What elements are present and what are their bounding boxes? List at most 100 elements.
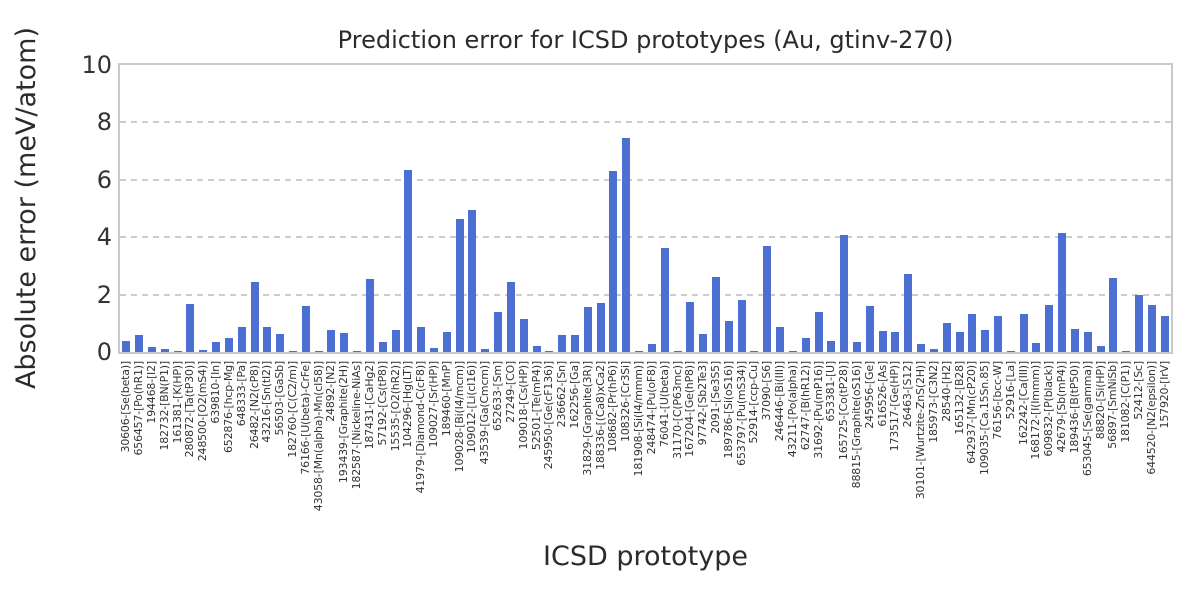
xtick-label: 26482-[N2(cP8)] — [247, 361, 261, 450]
xtick-label: 62747-[B(hR12)] — [798, 361, 812, 451]
bar — [237, 327, 246, 352]
xtick-label: 52916-[La] — [1003, 361, 1017, 420]
bar — [609, 171, 618, 352]
ytick-label: 4 — [96, 223, 112, 252]
xtick-label: 194468-[I2] — [145, 361, 159, 424]
xtick-label: 157920-[IrV] — [1157, 361, 1171, 429]
xtick-label: 189436-[B(tP50)] — [1067, 361, 1081, 454]
bar — [1134, 295, 1143, 352]
xtick-label: 616526-[As] — [875, 361, 889, 427]
xtick-label: 52501-[Te(mP4)] — [529, 361, 543, 451]
xtick-label: 109028-[Bi(I4/mcm)] — [452, 361, 466, 473]
x-axis: 30606-[Se(beta)] 656457-[Po(hR1)] 194468-[… — [119, 361, 1171, 533]
bar — [1032, 342, 1041, 352]
xtick-label: 108682-[Pr(hP6)] — [606, 361, 620, 453]
xtick-label: 639810-[In] — [209, 361, 223, 424]
xtick-label: 76156-[bcc-W] — [990, 361, 1004, 440]
xtick-label: 182587-[Nickeline-NiAs] — [350, 361, 364, 490]
bar — [481, 349, 490, 352]
bar — [378, 341, 387, 352]
bar — [314, 350, 323, 352]
xtick-label: 609832-[P(black)] — [1042, 361, 1056, 457]
xtick-label: 88815-[Graphite(oS16)] — [849, 361, 863, 489]
bar — [1109, 277, 1118, 352]
bar — [622, 138, 631, 352]
xtick-label: 26463-[S12] — [901, 361, 915, 428]
bar — [199, 349, 208, 352]
xtick-label: 2091-[Se3S5] — [708, 361, 722, 434]
bar — [289, 351, 298, 352]
chart-title: Prediction error for ICSD prototypes (Au… — [337, 26, 954, 54]
xtick-label: 280872-[Ta(tP30)] — [183, 361, 197, 458]
xtick-label: 653797-[Pu(mS34)] — [734, 361, 748, 466]
xtick-label: 245956-[Ge] — [862, 361, 876, 429]
xtick-label: 181908-[Si(I4/mmm)] — [632, 361, 646, 477]
bar — [442, 331, 451, 352]
bar — [711, 276, 720, 352]
xtick-label: 188336-[(Ca8)xCa2] — [593, 361, 607, 470]
xtick-label: 30606-[Se(beta)] — [119, 361, 133, 453]
xtick-label: 31692-[Pu(mP16)] — [811, 361, 825, 459]
bar — [468, 209, 477, 352]
plot-area — [120, 65, 1171, 352]
bar — [506, 281, 515, 352]
xtick-label: 162256-[Ga] — [568, 361, 581, 429]
bar — [340, 332, 349, 352]
xtick-label: 162242-[Ca(III)] — [1016, 361, 1030, 446]
y-axis-label-wrap: Absolute error (meV/atom) — [6, 27, 46, 389]
bar — [391, 329, 400, 352]
xtick-label: 31829-[Graphite(3R)] — [580, 361, 594, 476]
ytick-label: 10 — [81, 51, 112, 79]
xtick-label: 43058-[Mn(alpha)-Mn(cI58)] — [311, 361, 325, 512]
bar — [917, 343, 926, 352]
xtick-label: 189786-[Si(oS16)] — [721, 361, 735, 459]
bar — [301, 305, 310, 352]
gridline — [120, 293, 1171, 296]
xtick-label: 236662-[Sn] — [555, 361, 569, 428]
xtick-label: 56897-[SmNiSb] — [1106, 361, 1120, 449]
bar — [1096, 346, 1105, 352]
bar — [558, 334, 567, 352]
bar — [1070, 329, 1079, 352]
bar — [968, 313, 977, 352]
xtick-label: 248500-[O2(mS4)] — [196, 361, 210, 462]
bar — [827, 340, 836, 352]
xtick-label: 37090-[S6] — [760, 361, 774, 421]
xtick-label: 56503-[GaSb] — [273, 361, 287, 436]
xtick-label: 653045-[Se(gamma)] — [1080, 361, 1094, 477]
bar — [494, 311, 503, 352]
xtick-label: 43539-[Ga(Cmcm)] — [478, 361, 492, 465]
xtick-label: 108326-[Cr3Si] — [619, 361, 633, 442]
xtick-label: 182760-[C(C2/m)] — [286, 361, 300, 458]
xtick-label: 168172-[I(Immm)] — [1029, 361, 1043, 460]
bar — [788, 351, 797, 352]
bar — [737, 300, 746, 352]
xtick-label: 642937-[Mn(cP20)] — [965, 361, 979, 464]
bar — [724, 320, 733, 352]
bar — [865, 305, 874, 352]
bar — [186, 303, 195, 352]
x-axis-label: ICSD prototype — [543, 541, 748, 572]
bar — [1122, 350, 1131, 352]
bar — [263, 327, 272, 352]
bar — [571, 334, 579, 352]
xtick-label: 652633-[Sm] — [491, 361, 505, 432]
bar — [750, 351, 759, 352]
xtick-label: 88820-[Si(HP)] — [1093, 361, 1107, 440]
bar — [904, 273, 913, 352]
bar — [647, 343, 656, 352]
bar — [160, 348, 169, 352]
bar — [212, 341, 221, 352]
xtick-label: 15535-[O2(hR2)] — [388, 361, 402, 452]
bar — [699, 333, 708, 352]
bar — [353, 350, 362, 352]
xtick-label: 165132-[B28] — [952, 361, 966, 435]
y-axis-label: Absolute error (meV/atom) — [10, 27, 42, 390]
xtick-label: 28540-[H2] — [939, 361, 953, 422]
bar — [596, 302, 605, 352]
xtick-label: 185973-[C3N2] — [926, 361, 940, 443]
bar — [1019, 313, 1028, 352]
xtick-label: 104296-[Hg(LT)] — [401, 361, 415, 448]
bar — [993, 316, 1002, 352]
xtick-label: 43216-[Sn(tI2)] — [260, 361, 274, 443]
